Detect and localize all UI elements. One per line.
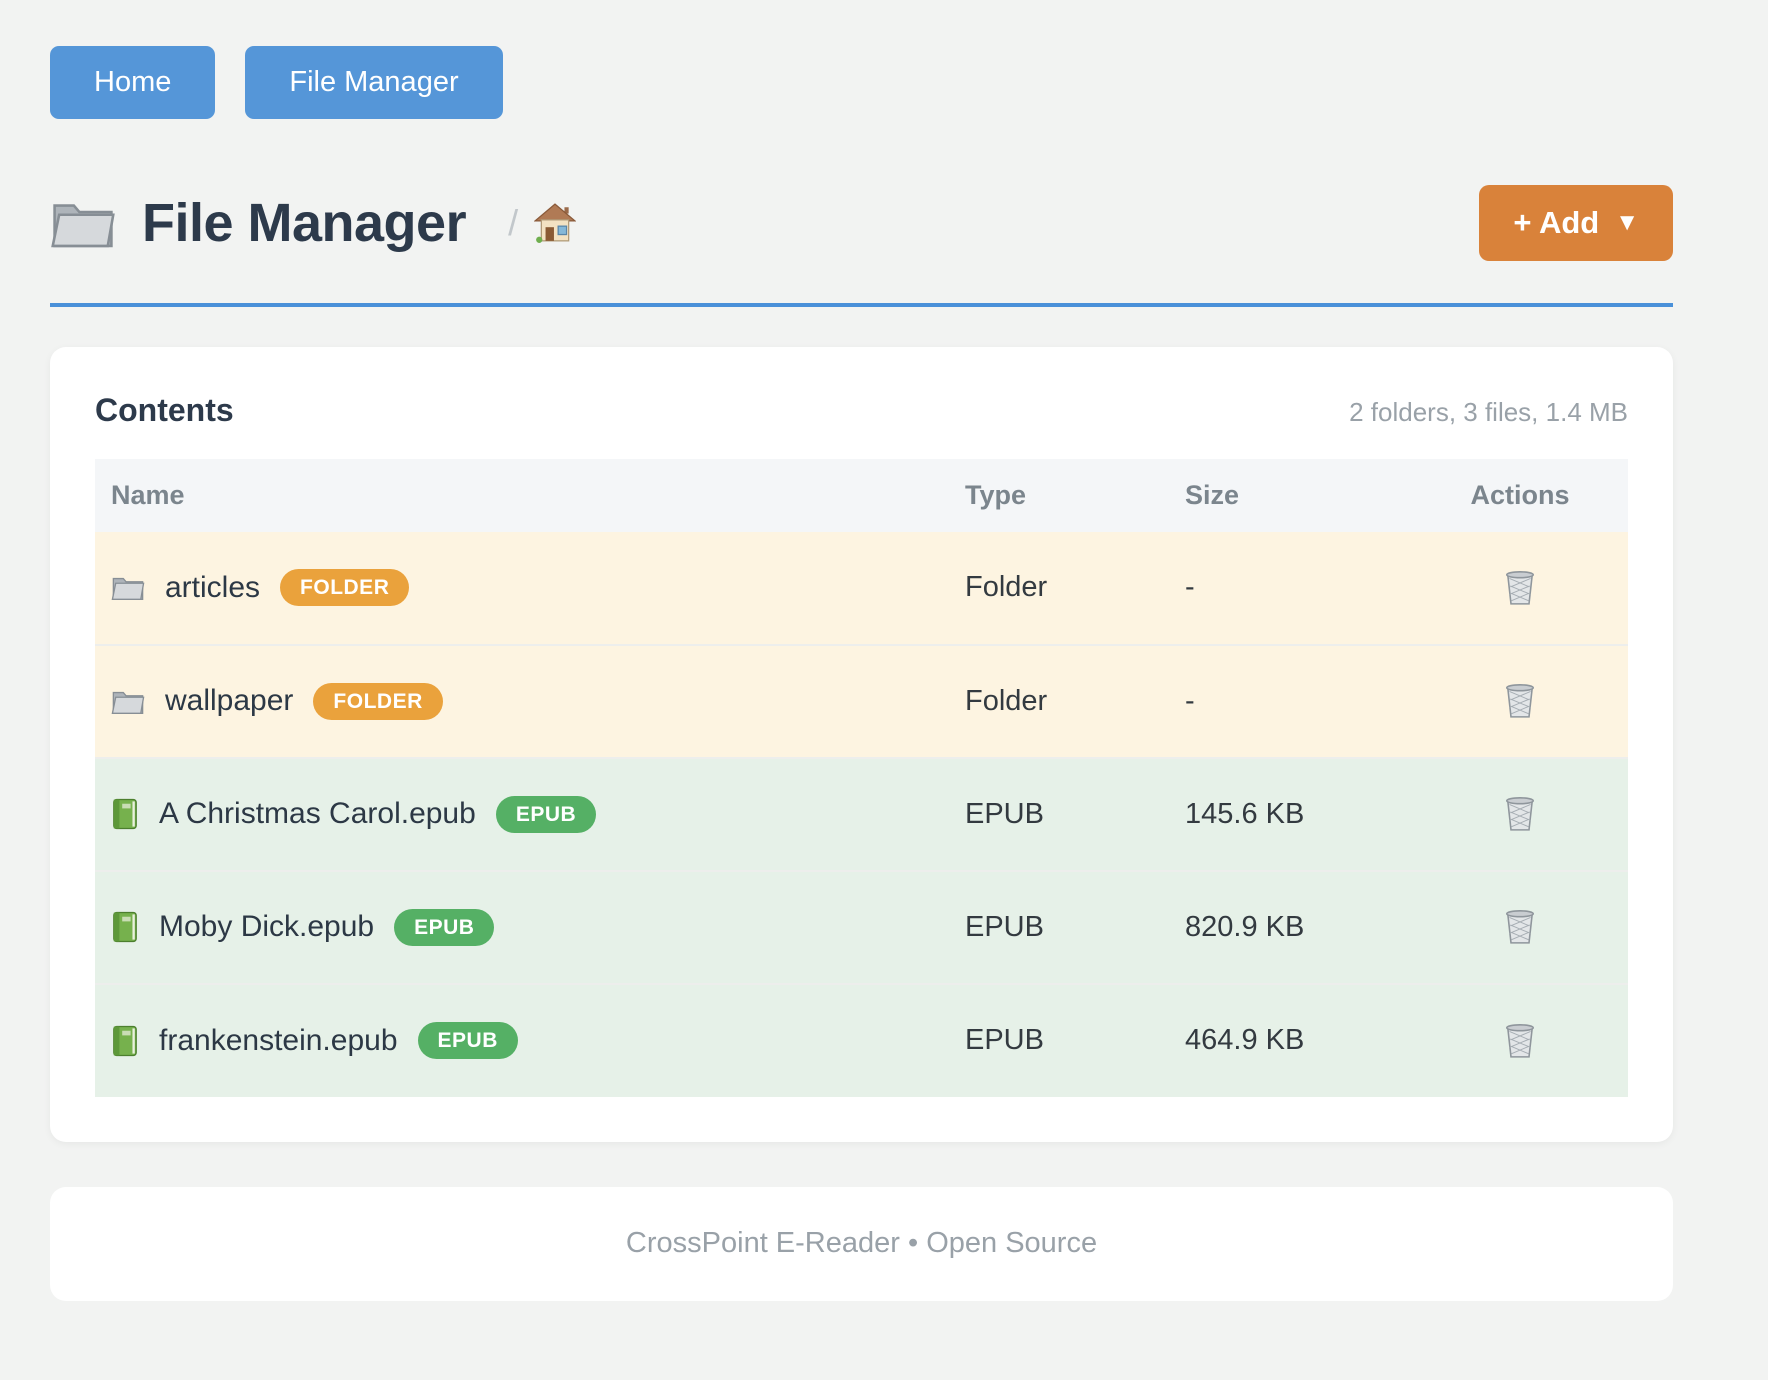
file-size: 145.6 KB (1185, 797, 1305, 830)
delete-button[interactable] (1498, 1017, 1542, 1065)
column-header-size: Size (1185, 458, 1412, 532)
breadcrumb-separator: / (508, 201, 519, 243)
green-book-icon (111, 798, 139, 830)
top-nav: Home File Manager (50, 46, 1673, 119)
title-wrap: File Manager / (50, 192, 577, 254)
file-manager-button[interactable]: File Manager (245, 46, 503, 119)
delete-button[interactable] (1498, 903, 1542, 951)
file-type: EPUB (965, 797, 1044, 830)
file-type: EPUB (965, 910, 1044, 943)
file-type: Folder (965, 571, 1048, 604)
file-name: A Christmas Carol.epub (159, 797, 476, 831)
folder-icon (50, 195, 116, 251)
delete-button[interactable] (1498, 677, 1542, 725)
add-button[interactable]: + Add ▼ (1479, 184, 1673, 261)
delete-button[interactable] (1498, 790, 1542, 838)
trash-icon (1504, 1023, 1536, 1059)
page-title: File Manager (142, 192, 467, 253)
page-header: File Manager / + Add ▼ (50, 184, 1673, 261)
epub-badge: EPUB (394, 908, 495, 946)
house-icon[interactable] (534, 203, 577, 243)
trash-icon (1504, 683, 1536, 719)
table-row[interactable]: Moby Dick.epub EPUB EPUB 820.9 KB (95, 870, 1628, 984)
trash-icon (1504, 909, 1536, 945)
home-button[interactable]: Home (50, 46, 216, 119)
add-button-label: + Add (1513, 204, 1600, 240)
file-size: - (1185, 571, 1195, 604)
file-name: frankenstein.epub (159, 1023, 398, 1057)
file-size: 464.9 KB (1185, 1024, 1305, 1057)
footer-text: CrossPoint E-Reader • Open Source (625, 1227, 1098, 1260)
trash-icon (1504, 570, 1536, 606)
breadcrumb: / (508, 201, 577, 244)
folder-badge: FOLDER (313, 682, 443, 720)
column-header-actions: Actions (1412, 458, 1628, 532)
contents-summary: 2 folders, 3 files, 1.4 MB (1349, 396, 1628, 427)
file-size: - (1185, 684, 1195, 717)
file-size: 820.9 KB (1185, 910, 1305, 943)
contents-heading: Contents (95, 391, 234, 428)
table-header-row: Name Type Size Actions (95, 458, 1628, 532)
column-header-type: Type (965, 458, 1185, 532)
page-container: Home File Manager File Manager / (50, 0, 1673, 1351)
file-name: articles (165, 570, 261, 604)
file-name: Moby Dick.epub (159, 910, 375, 944)
folder-badge: FOLDER (280, 569, 410, 607)
epub-badge: EPUB (417, 1022, 518, 1060)
file-type: Folder (965, 684, 1048, 717)
files-table: Name Type Size Actions (95, 458, 1628, 1097)
table-row[interactable]: A Christmas Carol.epub EPUB EPUB 145.6 K… (95, 757, 1628, 871)
header-divider (50, 302, 1673, 307)
trash-icon (1504, 796, 1536, 832)
contents-card-head: Contents 2 folders, 3 files, 1.4 MB (95, 392, 1628, 429)
table-row[interactable]: wallpaper FOLDER Folder - (95, 644, 1628, 758)
folder-icon (111, 573, 145, 602)
contents-card: Contents 2 folders, 3 files, 1.4 MB Name… (50, 346, 1673, 1142)
column-header-name: Name (95, 458, 965, 532)
file-type: EPUB (965, 1024, 1044, 1057)
table-row[interactable]: articles FOLDER Folder - (95, 531, 1628, 645)
epub-badge: EPUB (495, 795, 597, 833)
folder-icon (111, 687, 145, 716)
delete-button[interactable] (1498, 564, 1542, 612)
green-book-icon (111, 911, 139, 943)
file-name: wallpaper (165, 684, 294, 718)
chevron-down-icon: ▼ (1615, 208, 1639, 236)
table-row[interactable]: frankenstein.epub EPUB EPUB 464.9 KB (95, 983, 1628, 1097)
green-book-icon (111, 1025, 139, 1057)
footer: CrossPoint E-Reader • Open Source (50, 1186, 1673, 1301)
